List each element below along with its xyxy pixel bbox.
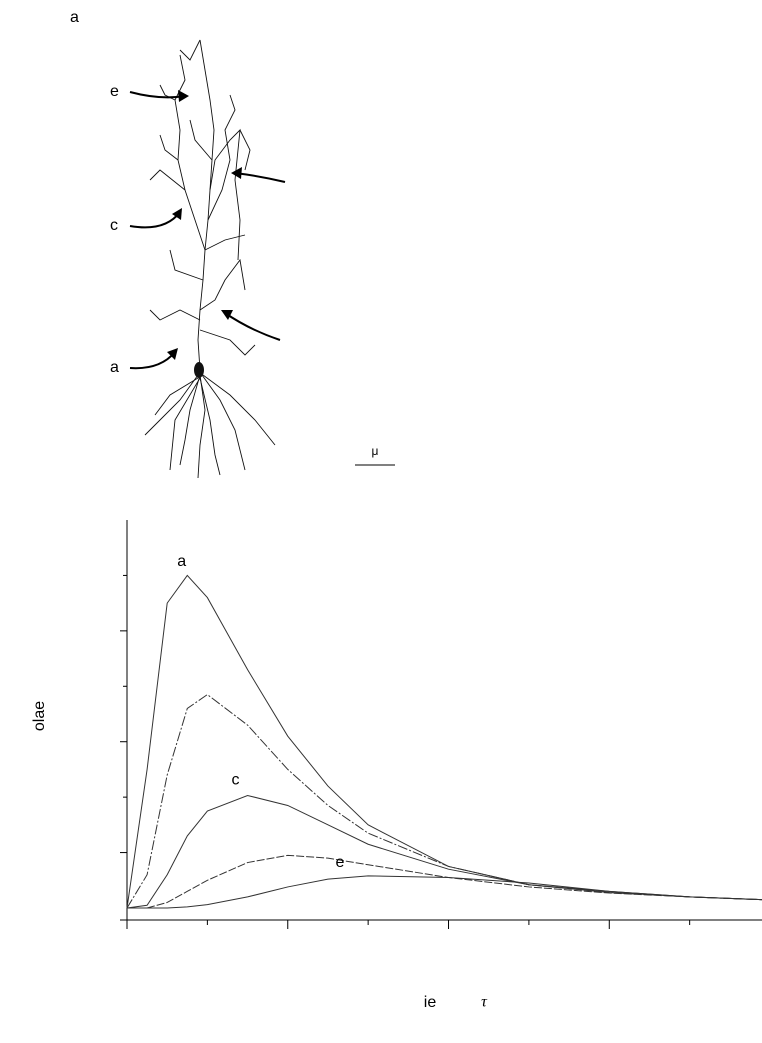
series-line (126, 693, 762, 909)
x-axis-label: ie (424, 994, 437, 1011)
neuron-label: a (110, 359, 119, 376)
x-axis-symbol: τ (481, 994, 488, 1011)
neuron-label: c (110, 217, 118, 234)
series-line (126, 794, 762, 909)
y-axis-label: olae (31, 701, 48, 731)
series-line (126, 574, 762, 909)
arrow-heads (167, 90, 242, 360)
scale-label: μ (372, 444, 379, 458)
neuron-label: e (110, 83, 119, 100)
curve-label: c (232, 772, 240, 789)
neuron-arrows (129, 91, 286, 370)
neuron-drawing (144, 39, 276, 479)
series-line (127, 875, 762, 909)
curve-label: a (177, 553, 186, 570)
curve-label: e (336, 854, 345, 871)
series-line (127, 854, 762, 909)
panel-label: a (70, 9, 79, 26)
